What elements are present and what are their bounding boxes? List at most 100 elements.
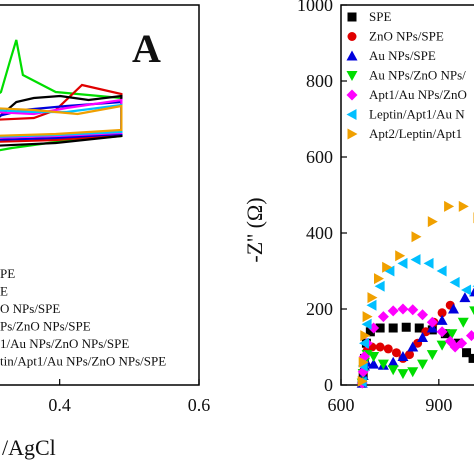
panel-b-frame bbox=[340, 4, 474, 386]
legend-entry: Leptin/Apt1/Au N bbox=[369, 107, 465, 122]
cv-curve-7 bbox=[0, 104, 123, 137]
data-point-series-7 bbox=[367, 292, 378, 304]
data-point-series-4 bbox=[426, 350, 438, 361]
legend-marker bbox=[346, 109, 357, 120]
cv-curve-3 bbox=[0, 94, 123, 147]
data-point-series-6 bbox=[449, 276, 460, 288]
legend-entry: O NPs/SPE bbox=[0, 301, 60, 316]
data-point-series-3 bbox=[448, 303, 459, 314]
legend-entry: tin/Apt1/Au NPs/ZnO NPs/SPE bbox=[0, 354, 166, 369]
legend-entry: Apt2/Leptin/Apt1 bbox=[369, 126, 462, 141]
data-point-series-1 bbox=[401, 322, 411, 332]
data-point-series-3 bbox=[469, 287, 474, 297]
panel-a-frame bbox=[0, 4, 200, 386]
legend-marker bbox=[346, 50, 358, 61]
data-point-series-4 bbox=[436, 340, 448, 351]
data-point-series-3 bbox=[417, 332, 429, 342]
panel-a-label: A bbox=[132, 26, 161, 71]
data-point-series-3 bbox=[459, 292, 471, 303]
panel-a-curves bbox=[0, 39, 123, 152]
data-point-series-7 bbox=[360, 330, 371, 342]
cv-curve-2 bbox=[0, 83, 123, 143]
data-point-series-7 bbox=[458, 200, 469, 212]
legend-entry: Ps/ZnO NPs/SPE bbox=[0, 319, 91, 334]
data-point-series-4 bbox=[457, 317, 469, 328]
legend-marker bbox=[347, 12, 357, 22]
data-point-series-4 bbox=[469, 306, 474, 316]
data-point-series-3 bbox=[407, 341, 419, 352]
legend-entry: PE bbox=[0, 266, 15, 281]
panel-b-legend: SPE ZnO NPs/SPE Au NPs/SPE Au NPs/ZnO NPs/A… bbox=[346, 9, 467, 141]
data-point-series-2 bbox=[391, 348, 401, 358]
data-point-series-6 bbox=[384, 265, 395, 277]
data-point-series-3 bbox=[436, 314, 448, 325]
x-tick-label: 600 bbox=[328, 395, 355, 415]
data-point-series-6 bbox=[374, 280, 385, 292]
panel-b-ticks: 0 200 400 600 800 1000 600 900 bbox=[297, 0, 452, 415]
data-point-series-6 bbox=[423, 257, 434, 269]
data-point-series-5 bbox=[387, 305, 399, 317]
y-tick-label: 400 bbox=[306, 223, 333, 243]
data-point-series-7 bbox=[427, 216, 438, 228]
legend-marker bbox=[347, 128, 358, 140]
legend-entry: 1/Au NPs/ZnO NPs/SPE bbox=[0, 336, 129, 351]
data-point-series-4 bbox=[417, 359, 429, 370]
panel-a-x-axis-title: /AgCl bbox=[2, 435, 56, 460]
y-tick-label: 600 bbox=[306, 147, 333, 167]
data-point-series-5 bbox=[417, 309, 429, 321]
legend-entry: Apt1/Au NPs/ZnO bbox=[369, 87, 467, 102]
data-point-series-5 bbox=[407, 304, 419, 316]
y-tick-label: 0 bbox=[324, 375, 333, 395]
data-point-series-6 bbox=[397, 257, 408, 269]
data-point-series-5 bbox=[436, 326, 448, 338]
data-point-series-6 bbox=[410, 254, 421, 266]
data-point-series-4 bbox=[407, 367, 419, 378]
data-point-series-7 bbox=[382, 261, 393, 273]
data-point-series-7 bbox=[374, 273, 384, 285]
data-point-series-7 bbox=[444, 200, 455, 212]
legend-marker bbox=[346, 89, 358, 101]
data-point-series-4 bbox=[377, 359, 389, 370]
data-point-series-7 bbox=[362, 311, 373, 323]
data-point-series-4 bbox=[397, 369, 409, 380]
data-point-series-3 bbox=[387, 356, 399, 367]
data-point-series-6 bbox=[358, 337, 369, 349]
panel-b: 0 200 400 600 800 1000 600 900 SPE ZnO NPs/SPE Au… bbox=[242, 0, 474, 415]
panel-a-legend: PE E O NPs/SPE Ps/ZnO NPs/SPE 1/Au NPs/ZnO N… bbox=[0, 266, 166, 369]
panel-b-points bbox=[356, 200, 474, 389]
data-point-series-2 bbox=[437, 308, 447, 318]
data-point-series-7 bbox=[411, 231, 422, 243]
data-point-series-5 bbox=[426, 316, 438, 328]
data-point-series-6 bbox=[361, 318, 372, 330]
data-point-series-5 bbox=[465, 330, 474, 342]
legend-entry: E bbox=[0, 284, 8, 299]
data-point-series-4 bbox=[368, 352, 380, 362]
data-point-series-6 bbox=[366, 299, 377, 311]
data-point-series-5 bbox=[397, 303, 409, 315]
data-point-series-3 bbox=[368, 358, 380, 369]
y-tick-label: 1000 bbox=[297, 0, 333, 15]
legend-entry: SPE bbox=[369, 9, 391, 24]
data-point-series-1 bbox=[468, 353, 474, 363]
data-point-series-6 bbox=[461, 284, 472, 296]
legend-entry: ZnO NPs/SPE bbox=[369, 29, 444, 44]
y-tick-label: 200 bbox=[306, 299, 333, 319]
data-point-series-1 bbox=[462, 348, 472, 358]
data-point-series-5 bbox=[377, 311, 389, 323]
data-point-series-6 bbox=[436, 265, 447, 277]
data-point-series-4 bbox=[387, 365, 399, 376]
x-tick-label: 0.6 bbox=[188, 395, 211, 415]
panel-a-x-ticks: 0.4 0.6 bbox=[48, 379, 210, 415]
legend-marker bbox=[347, 32, 357, 41]
panel-b-y-axis-title: -Z'' (Ω) bbox=[242, 197, 267, 262]
data-point-series-3 bbox=[397, 351, 409, 361]
y-tick-label: 800 bbox=[306, 71, 333, 91]
data-point-series-1 bbox=[365, 327, 375, 337]
legend-marker bbox=[346, 71, 358, 81]
data-point-series-1 bbox=[375, 323, 385, 333]
legend-entry: Au NPs/SPE bbox=[369, 48, 436, 63]
data-point-series-2 bbox=[383, 344, 393, 354]
legend-entry: Au NPs/ZnO NPs/ bbox=[369, 68, 466, 83]
data-point-series-1 bbox=[388, 323, 398, 333]
